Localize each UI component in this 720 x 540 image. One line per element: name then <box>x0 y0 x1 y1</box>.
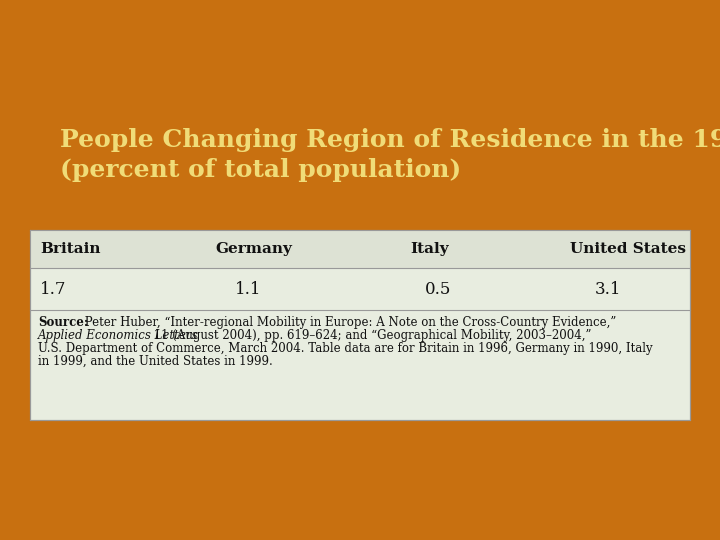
Text: 1.7: 1.7 <box>40 280 66 298</box>
Text: 1.1: 1.1 <box>235 280 261 298</box>
Bar <box>30 230 690 420</box>
Text: People Changing Region of Residence in the 1990s
(percent of total population): People Changing Region of Residence in t… <box>60 127 720 183</box>
Text: 0.5: 0.5 <box>425 280 451 298</box>
Bar <box>30 230 690 268</box>
Text: Germany: Germany <box>215 242 292 256</box>
Text: 11 (August 2004), pp. 619–624; and “Geographical Mobility, 2003–2004,”: 11 (August 2004), pp. 619–624; and “Geog… <box>150 329 592 342</box>
Text: in 1999, and the United States in 1999.: in 1999, and the United States in 1999. <box>38 355 273 368</box>
Text: U.S. Department of Commerce, March 2004. Table data are for Britain in 1996, Ger: U.S. Department of Commerce, March 2004.… <box>38 342 652 355</box>
Text: Britain: Britain <box>40 242 101 256</box>
Text: Source:: Source: <box>38 316 89 329</box>
Text: United States: United States <box>570 242 686 256</box>
Text: Italy: Italy <box>410 242 449 256</box>
Text: Peter Huber, “Inter-regional Mobility in Europe: A Note on the Cross-Country Evi: Peter Huber, “Inter-regional Mobility in… <box>81 316 616 329</box>
Text: Applied Economics Letters: Applied Economics Letters <box>38 329 199 342</box>
Text: 3.1: 3.1 <box>595 280 621 298</box>
